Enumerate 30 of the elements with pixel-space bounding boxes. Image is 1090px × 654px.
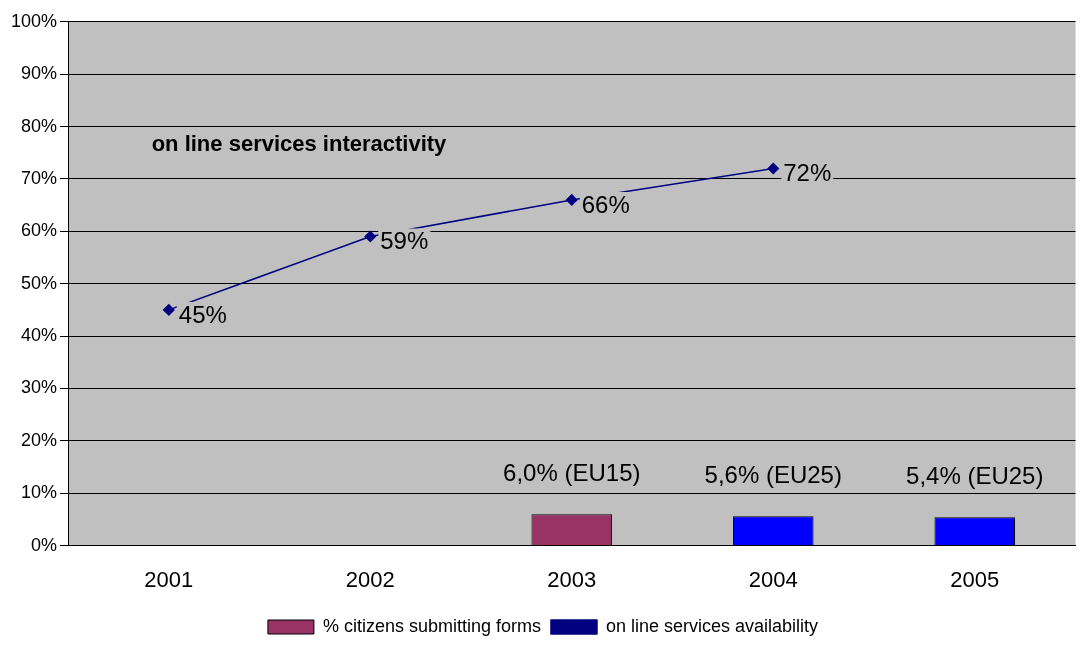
y-tick-label: 60% (21, 220, 58, 241)
y-tick-label: 40% (21, 325, 58, 346)
y-tick-label: 90% (21, 63, 58, 84)
point (767, 162, 780, 175)
legend-label: on line services availability (605, 615, 819, 636)
y-tick-label: 70% (21, 167, 58, 188)
x-tick-label: 2004 (748, 566, 798, 592)
point (566, 194, 578, 206)
x-tick-label: 2002 (345, 566, 395, 592)
data-label: 72% (783, 159, 832, 187)
y-tick-label: 10% (21, 482, 58, 503)
y-tick-label: 80% (21, 115, 58, 136)
data-label: 45% (178, 300, 227, 328)
data-label: 6,0% (EU15) (503, 458, 641, 486)
data-label: 66% (581, 190, 630, 218)
data-label: 59% (380, 227, 429, 255)
y-tick-label: 100% (10, 10, 58, 31)
x-tick-label: 2001 (144, 566, 194, 592)
point (364, 230, 377, 243)
y-tick-label: 0% (31, 534, 58, 555)
point (163, 304, 175, 316)
legend-label: % citizens submitting forms (322, 615, 541, 636)
x-tick-label: 2005 (950, 566, 1000, 592)
data-label: 5,6% (EU25) (704, 460, 842, 488)
data-label: 5,4% (EU25) (906, 461, 1044, 489)
y-tick-label: 50% (21, 272, 58, 293)
y-tick-label: 20% (21, 429, 58, 450)
y-tick-label: 30% (21, 377, 58, 398)
annotation: on line services interactivity (151, 130, 448, 156)
x-tick-label: 2003 (547, 566, 597, 592)
